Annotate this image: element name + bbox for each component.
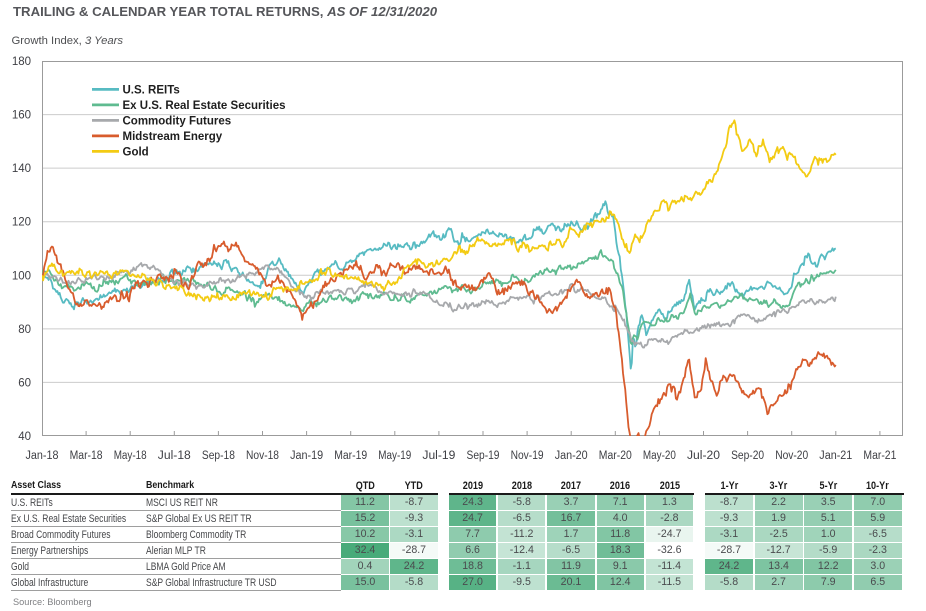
- svg-text:Jul-18: Jul-18: [158, 450, 191, 462]
- svg-text:U.S. REITs: U.S. REITs: [123, 85, 180, 97]
- svg-text:Commodity Futures: Commodity Futures: [123, 116, 232, 128]
- svg-text:Sep-18: Sep-18: [202, 450, 235, 462]
- svg-text:Ex U.S. Real Estate Securities: Ex U.S. Real Estate Securities: [123, 100, 286, 112]
- svg-text:Jan-20: Jan-20: [555, 450, 588, 462]
- svg-text:Nov-20: Nov-20: [775, 450, 808, 462]
- svg-text:180: 180: [12, 56, 31, 68]
- svg-text:60: 60: [18, 377, 31, 389]
- svg-text:Gold: Gold: [123, 147, 149, 159]
- svg-text:160: 160: [12, 110, 31, 122]
- svg-text:100: 100: [12, 270, 31, 282]
- svg-text:Nov-19: Nov-19: [511, 450, 544, 462]
- svg-text:Jul-20: Jul-20: [687, 450, 720, 462]
- svg-text:May-19: May-19: [378, 450, 411, 462]
- svg-text:Mar-18: Mar-18: [70, 450, 103, 462]
- svg-text:Jan-21: Jan-21: [819, 450, 852, 462]
- svg-text:Nov-18: Nov-18: [246, 450, 279, 462]
- svg-text:May-18: May-18: [114, 450, 147, 462]
- svg-text:40: 40: [18, 431, 31, 443]
- svg-text:Sep-20: Sep-20: [731, 450, 764, 462]
- svg-text:Jan-19: Jan-19: [290, 450, 323, 462]
- svg-text:80: 80: [18, 324, 31, 336]
- svg-text:May-20: May-20: [643, 450, 676, 462]
- svg-text:Mar-19: Mar-19: [334, 450, 367, 462]
- svg-text:Jan-18: Jan-18: [26, 450, 59, 462]
- svg-text:Mar-21: Mar-21: [863, 450, 896, 462]
- svg-text:Sep-19: Sep-19: [467, 450, 500, 462]
- svg-text:Mar-20: Mar-20: [599, 450, 632, 462]
- svg-text:Jul-19: Jul-19: [422, 450, 455, 462]
- svg-text:Midstream Energy: Midstream Energy: [123, 131, 223, 143]
- svg-text:140: 140: [12, 163, 31, 175]
- svg-text:120: 120: [12, 217, 31, 229]
